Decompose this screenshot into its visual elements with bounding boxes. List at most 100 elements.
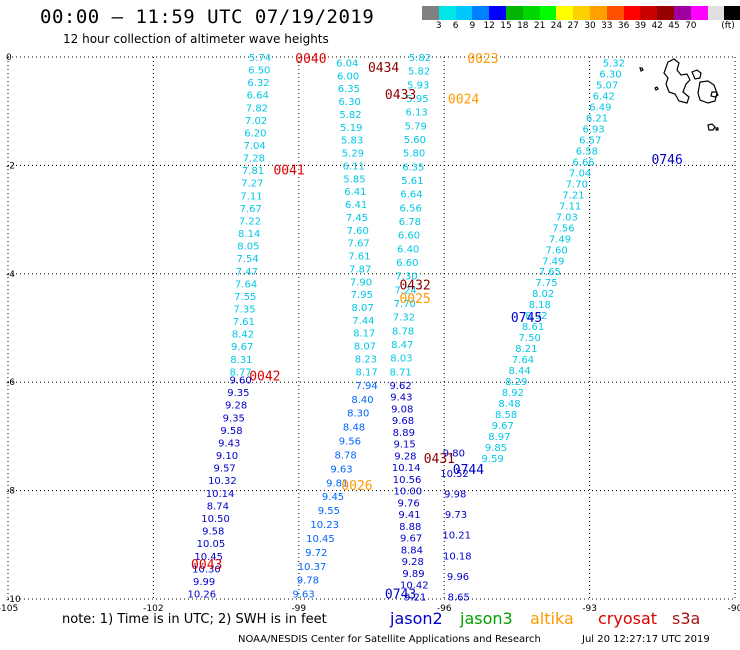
swh-value: 7.35 [233, 304, 255, 315]
swh-value: 7.54 [236, 254, 258, 265]
swh-value: 7.30 [395, 272, 417, 283]
swh-value: 5.29 [342, 149, 364, 160]
swh-value: 8.78 [335, 450, 357, 461]
swh-value: 10.56 [393, 475, 422, 486]
legend-swatch [505, 6, 523, 20]
swh-value: 8.84 [401, 545, 423, 556]
legend-swatch [707, 6, 725, 20]
swh-value: 8.89 [393, 428, 415, 439]
track-b: 6.04 6.00 6.35 6.30 5.82 5.19 5.83 5.296.11 5.85… [336, 58, 378, 378]
lat-tick-label: -6 [6, 378, 15, 388]
swh-value: 9.73 [445, 510, 467, 521]
swh-value: 7.95 [351, 290, 373, 301]
pass-time-label: 0025 [399, 292, 430, 307]
swh-value: 8.17 [356, 367, 378, 378]
legend-label: 15 [500, 21, 512, 31]
swh-value: 10.00 [394, 487, 423, 498]
swh-value: 6.41 [345, 200, 367, 211]
swh-value: 6.32 [247, 78, 269, 89]
island-outline [707, 123, 716, 131]
swh-value: 8.07 [351, 303, 373, 314]
swh-value: 8.03 [390, 354, 412, 365]
swh-value: 6.60 [396, 258, 418, 269]
swh-value: 9.10 [216, 451, 238, 462]
swh-value: 8.02 [532, 289, 554, 300]
swh-value: 9.43 [390, 393, 412, 404]
swh-value: 9.80 [443, 449, 465, 460]
pass-time-label: 0434 [368, 61, 399, 76]
swh-value: 6.50 [248, 66, 270, 77]
lon-tick-label: -99 [291, 604, 306, 614]
legend-swatch [489, 6, 506, 20]
lon-tick-label: -96 [437, 604, 452, 614]
legend-swatch [539, 6, 557, 20]
swh-value: 9.21 [404, 592, 426, 603]
pass-time-label: 0433 [385, 88, 416, 103]
swh-value: 7.94 [356, 381, 378, 392]
swh-value: 8.48 [498, 399, 520, 410]
swh-value: 6.41 [344, 187, 366, 198]
swh-value: 7.04 [569, 168, 591, 179]
swh-value: 6.49 [589, 102, 611, 113]
swh-value: 9.72 [305, 548, 327, 559]
swh-value: 7.04 [243, 141, 265, 152]
swh-value: 6.57 [579, 135, 601, 146]
swh-value: 5.82 [339, 110, 361, 121]
swh-value: 5.82 [409, 53, 431, 64]
island-outline [715, 127, 719, 131]
legend-swatch [556, 6, 574, 20]
swh-value: 9.08 [391, 404, 413, 415]
swh-value: 8.77 [230, 367, 252, 378]
island-outline [697, 80, 718, 104]
swh-value: 7.44 [352, 316, 374, 327]
satellite-label-jason3: jason3 [460, 609, 513, 628]
lat-tick-label: 0 [6, 53, 12, 63]
track-a2: 9.609.359.289.359.589.439.109.5710.3210.… [188, 375, 252, 600]
swh-value: 6.35 [402, 162, 424, 173]
legend-label: 39 [634, 21, 647, 31]
swh-value: 8.47 [391, 340, 413, 351]
swh-value: 6.56 [400, 203, 422, 214]
swh-value: 6.04 [336, 58, 358, 69]
track-c2: 9.629.439.089.688.899.159.2810.1410.5610… [389, 381, 428, 603]
swh-value: 8.92 [502, 388, 524, 399]
swh-value: 9.76 [398, 498, 420, 509]
swh-value: 9.68 [392, 416, 414, 427]
island-outline [710, 91, 719, 98]
swh-value: 5.74 [249, 53, 271, 64]
swh-value: 7.03 [556, 212, 578, 223]
swh-value: 7.65 [539, 267, 561, 278]
swh-value: 7.45 [346, 213, 368, 224]
swh-value: 8.14 [238, 229, 260, 240]
swh-value: 8.44 [508, 366, 530, 377]
swh-value: 8.21 [515, 344, 537, 355]
legend-swatch [606, 6, 624, 20]
swh-value: 8.97 [488, 432, 510, 443]
swh-value: 5.80 [403, 149, 425, 160]
swh-value: 8.58 [495, 410, 517, 421]
legend-label: 36 [617, 21, 630, 31]
swh-value: 9.35 [227, 388, 249, 399]
swh-value: 10.52 [440, 469, 469, 480]
swh-value: 8.65 [448, 592, 470, 603]
legend-label: 70 [685, 21, 697, 31]
swh-value: 6.21 [586, 113, 608, 124]
legend-label: 6 [452, 21, 459, 31]
swh-value: 7.75 [535, 278, 557, 289]
track-b2: 7.94 8.40 8.30 8.48 9.56 8.78 9.63 9.81 9.45 9.55… [293, 381, 378, 601]
track-d2: 9.80 10.52 9.98 9.73 10.21 10.18 9.96 8.65 [440, 449, 471, 604]
legend-swatch [724, 6, 740, 20]
swh-value: 7.60 [545, 245, 567, 256]
satellite-label-jason2: jason2 [390, 609, 443, 628]
swh-value: 5.32 [603, 58, 625, 69]
swh-value: 6.93 [583, 124, 605, 135]
swh-value: 9.56 [339, 437, 361, 448]
track-c: 5.82 5.82 5.93 5.95 6.13 5.79 5.60 5.80 6.35 5.61… [389, 53, 431, 378]
swh-value: 7.61 [348, 252, 370, 263]
swh-value: 9.28 [394, 451, 416, 462]
pass-time-label: 0743 [385, 588, 416, 603]
pass-time-label: 0023 [467, 52, 498, 67]
swh-value: 10.37 [298, 562, 327, 573]
